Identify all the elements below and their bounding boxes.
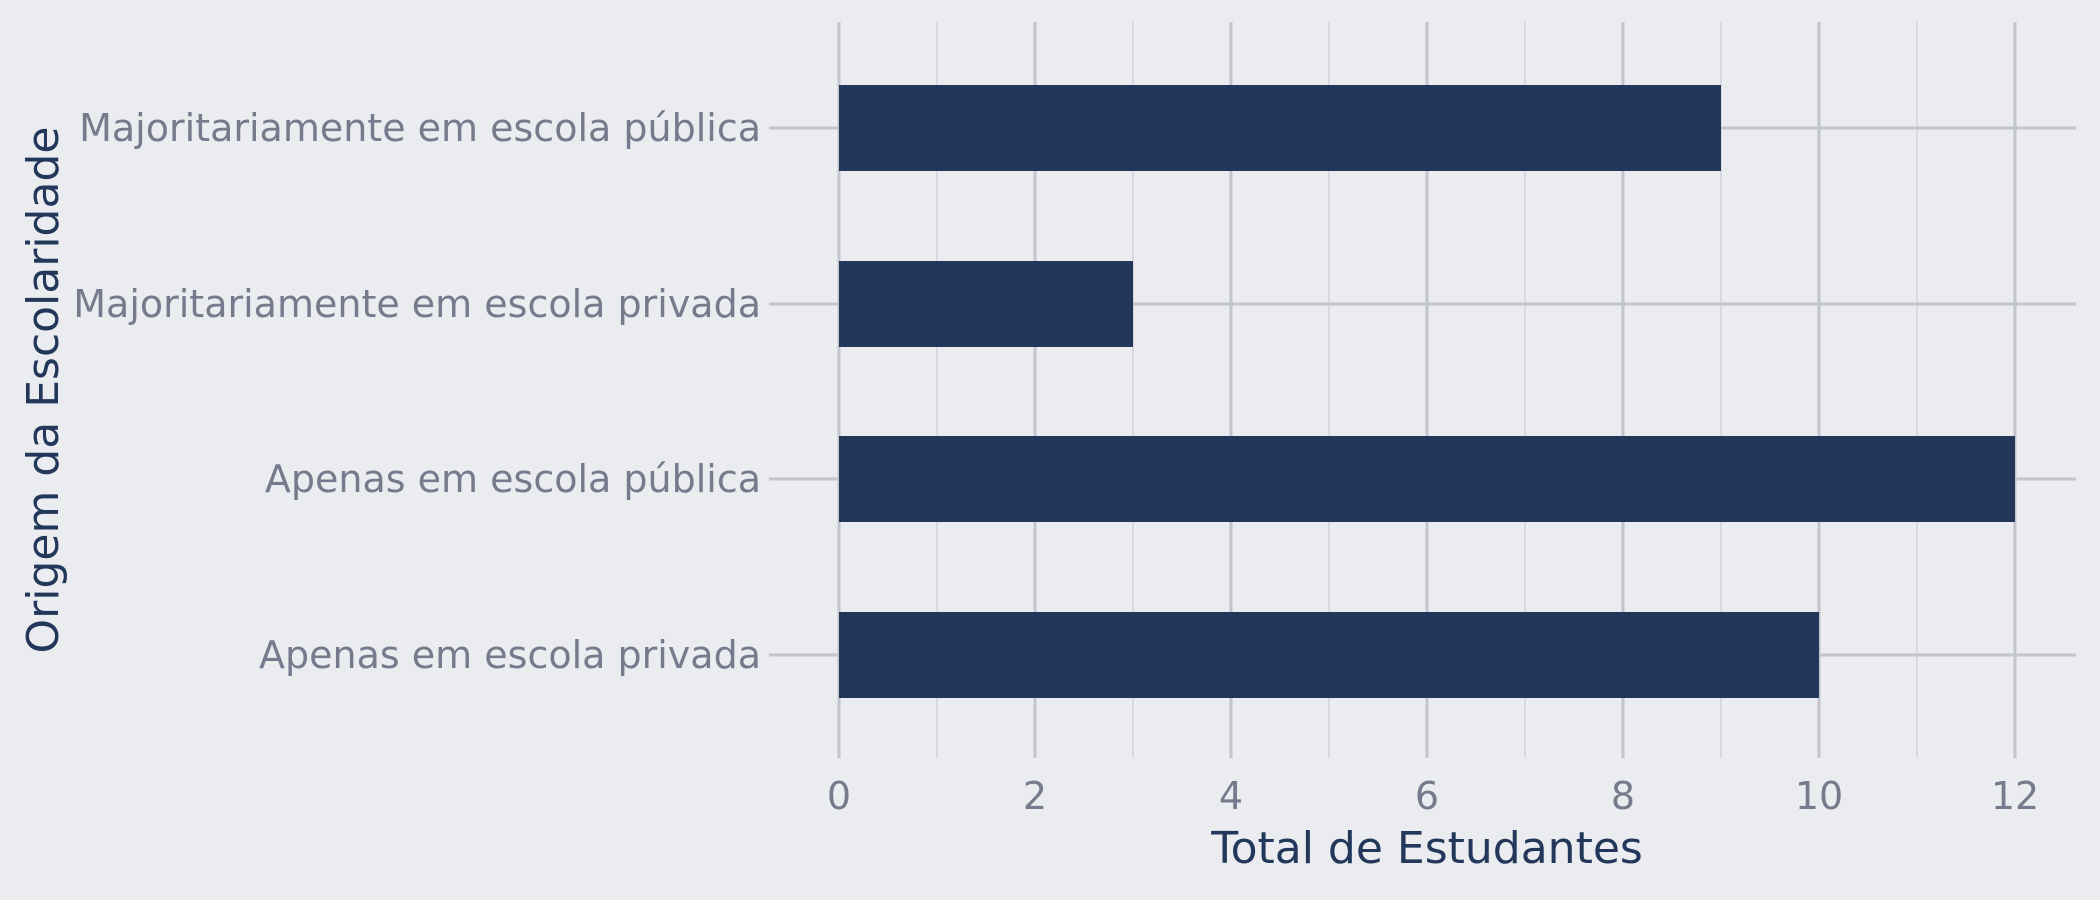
- category-label: Apenas em escola privada: [259, 633, 761, 677]
- bars: [839, 85, 2015, 698]
- x-tick-label: 10: [1795, 774, 1843, 818]
- category-label: Apenas em escola pública: [265, 457, 761, 501]
- bar: [839, 436, 2015, 522]
- x-tick-labels: 0 2 4 6 8 10 12: [827, 774, 2039, 818]
- category-labels: Majoritariamente em escola pública Majori…: [73, 106, 761, 677]
- y-axis-title: Origem da Escolaridade: [18, 127, 69, 654]
- x-tick-label: 8: [1611, 774, 1635, 818]
- bar: [839, 612, 1819, 698]
- x-tick-label: 4: [1219, 774, 1243, 818]
- category-label: Majoritariamente em escola pública: [79, 106, 761, 150]
- bar: [839, 261, 1133, 347]
- x-tick-label: 12: [1991, 774, 2039, 818]
- bar: [839, 85, 1721, 171]
- x-tick-label: 6: [1415, 774, 1439, 818]
- category-label: Majoritariamente em escola privada: [73, 282, 761, 326]
- x-axis-title: Total de Estudantes: [1210, 823, 1643, 874]
- x-tick-label: 0: [827, 774, 851, 818]
- x-tick-label: 2: [1023, 774, 1047, 818]
